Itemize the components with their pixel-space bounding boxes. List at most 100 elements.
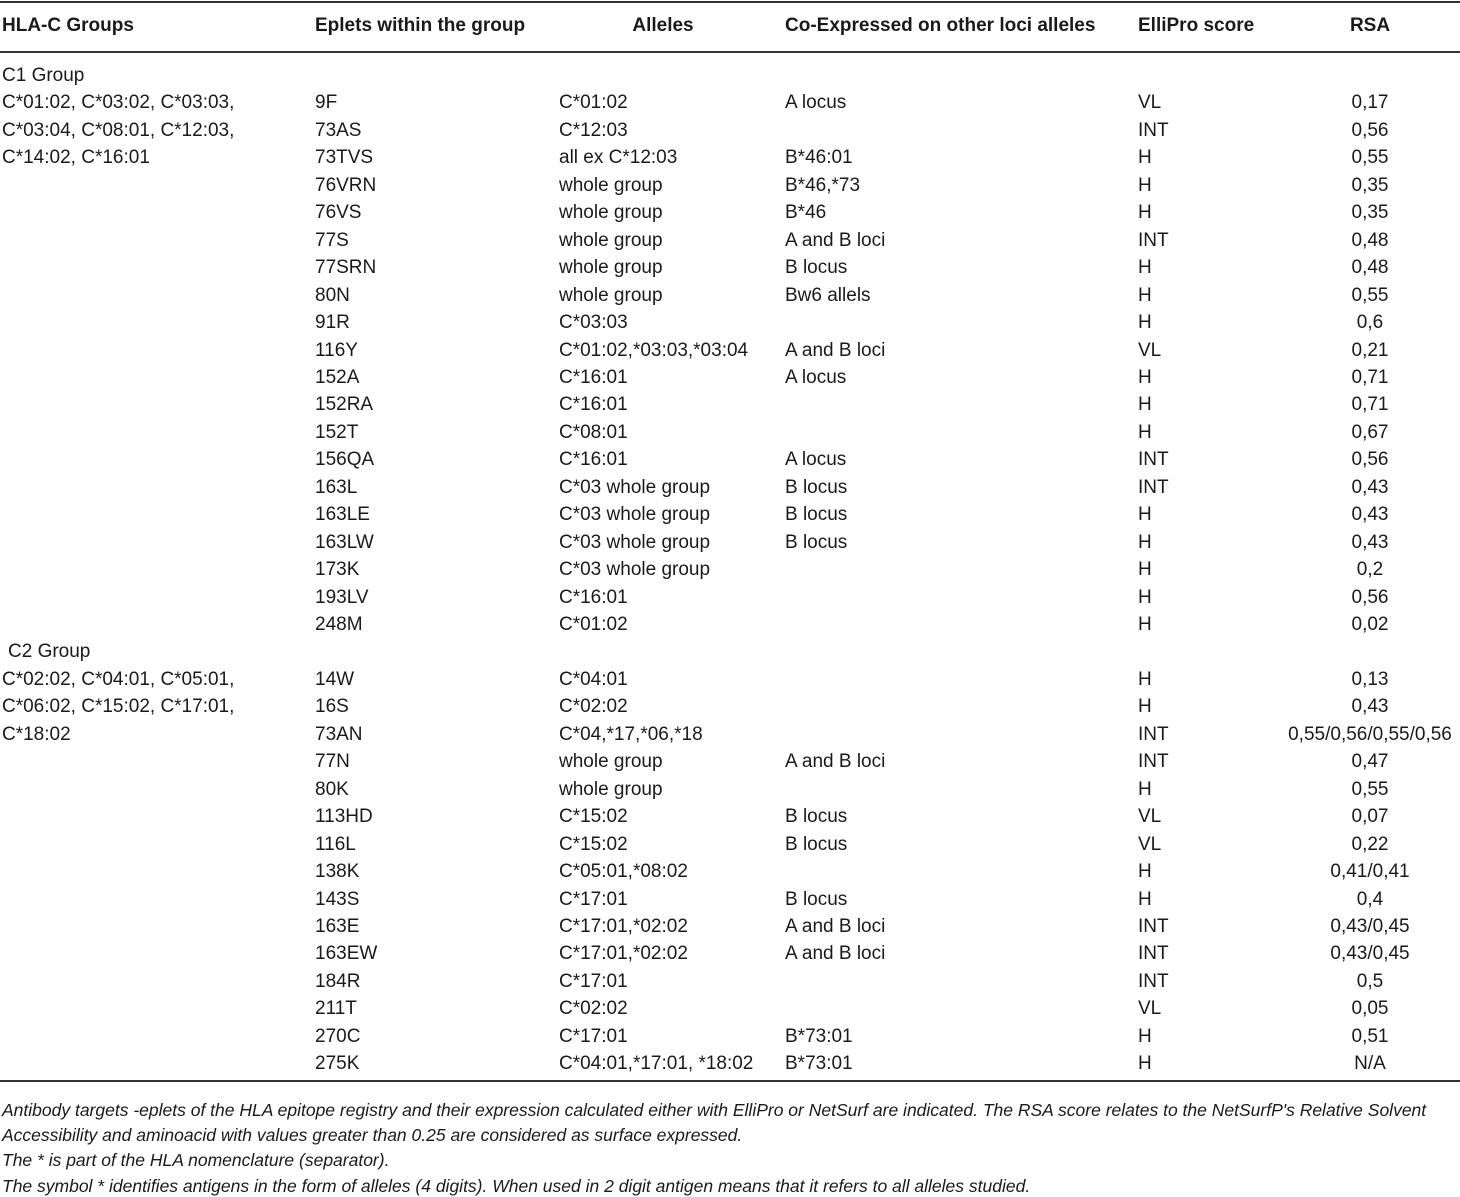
rsa: 0,71 xyxy=(1351,394,1389,416)
eplet: 16S xyxy=(315,696,349,718)
rsa: 0,13 xyxy=(1351,668,1389,690)
alleles: C*08:01 xyxy=(559,421,628,443)
rsa: 0,43/0,45 xyxy=(1330,943,1410,965)
alleles: all ex C*12:03 xyxy=(559,147,678,169)
group-alleles: C*03:04, C*08:01, C*12:03, xyxy=(2,119,235,141)
eplet: 163EW xyxy=(315,943,378,965)
ellipro-score: H xyxy=(1138,394,1152,416)
ellipro-score: VL xyxy=(1138,92,1162,114)
co-expressed: A and B loci xyxy=(785,943,886,965)
eplet: 152A xyxy=(315,366,360,388)
ellipro-score: H xyxy=(1138,257,1152,279)
alleles: whole group xyxy=(559,284,663,306)
ellipro-score: INT xyxy=(1138,723,1169,745)
co-expressed: B locus xyxy=(785,531,848,553)
co-expressed: B locus xyxy=(785,476,848,498)
rsa: 0,55/0,56/0,55/0,56 xyxy=(1288,723,1452,745)
ellipro-score: H xyxy=(1138,1053,1152,1075)
eplet: 80K xyxy=(315,778,349,800)
co-expressed: B locus xyxy=(785,833,848,855)
rsa: 0,43 xyxy=(1351,504,1389,526)
co-expressed: B locus xyxy=(785,257,848,279)
eplet: 9F xyxy=(315,92,338,114)
alleles: C*01:02,*03:03,*03:04 xyxy=(559,339,749,361)
alleles: C*16:01 xyxy=(559,586,628,608)
eplet: 76VRN xyxy=(315,174,377,196)
eplet: 163L xyxy=(315,476,358,498)
eplet: 138K xyxy=(315,861,360,883)
group-alleles: C*14:02, C*16:01 xyxy=(2,147,150,169)
ellipro-score: INT xyxy=(1138,449,1169,471)
ellipro-score: H xyxy=(1138,147,1152,169)
rsa: 0,56 xyxy=(1351,119,1389,141)
rsa: 0,43 xyxy=(1351,531,1389,553)
rsa: 0,22 xyxy=(1351,833,1389,855)
alleles: whole group xyxy=(559,202,663,224)
eplet: 156QA xyxy=(315,449,375,471)
eplet: 163E xyxy=(315,915,360,937)
eplet: 248M xyxy=(315,614,363,635)
eplet: 193LV xyxy=(315,586,369,608)
eplet: 116L xyxy=(315,833,356,855)
rsa: 0,2 xyxy=(1356,559,1384,581)
rsa: 0,51 xyxy=(1351,1025,1389,1047)
co-expressed: B*73:01 xyxy=(785,1025,853,1047)
group-label: C1 Group xyxy=(2,65,85,86)
co-expressed: B locus xyxy=(785,888,848,910)
eplet: 152RA xyxy=(315,394,374,416)
co-expressed: B*46 xyxy=(785,202,827,224)
ellipro-score: H xyxy=(1138,778,1152,800)
alleles: C*17:01 xyxy=(559,970,628,992)
rsa: 0,55 xyxy=(1351,147,1389,169)
co-expressed: A and B loci xyxy=(785,751,886,773)
eplet: 73AS xyxy=(315,119,362,141)
group-alleles: C*06:02, C*15:02, C*17:01, xyxy=(2,696,235,718)
alleles: C*02:02 xyxy=(559,696,628,718)
rsa: 0,48 xyxy=(1351,257,1389,279)
rsa: 0,43/0,45 xyxy=(1330,915,1410,937)
rsa: 0,67 xyxy=(1351,421,1389,443)
alleles: C*03 whole group xyxy=(559,476,711,498)
bottom-rule xyxy=(0,1080,1460,1082)
alleles: C*03 whole group xyxy=(559,531,711,553)
alleles: C*04,*17,*06,*18 xyxy=(559,723,703,745)
alleles: C*17:01,*02:02 xyxy=(559,915,688,937)
rsa: 0,35 xyxy=(1351,202,1389,224)
group-alleles: C*02:02, C*04:01, C*05:01, xyxy=(2,668,235,690)
rsa: 0,41/0,41 xyxy=(1330,861,1410,883)
group-alleles: C*01:02, C*03:02, C*03:03, xyxy=(2,92,235,114)
eplet: 77S xyxy=(315,229,349,251)
alleles: C*02:02 xyxy=(559,998,628,1020)
rsa: 0,5 xyxy=(1356,970,1384,992)
alleles: whole group xyxy=(559,174,663,196)
eplet: 163LE xyxy=(315,504,370,526)
ellipro-score: INT xyxy=(1138,229,1169,251)
column-header: HLA-C Groups xyxy=(2,15,134,36)
rsa: 0,56 xyxy=(1351,449,1389,471)
column-header: Eplets within the group xyxy=(315,15,526,36)
eplet: 270C xyxy=(315,1025,361,1047)
eplet: 14W xyxy=(315,668,355,690)
header-rule xyxy=(0,51,1460,53)
eplet: 113HD xyxy=(315,806,373,828)
rsa: 0,55 xyxy=(1351,778,1389,800)
eplet: 143S xyxy=(315,888,360,910)
co-expressed: A and B loci xyxy=(785,339,886,361)
alleles: C*04:01,*17:01, *18:02 xyxy=(559,1053,754,1075)
alleles: C*17:01 xyxy=(559,888,628,910)
eplet: 73TVS xyxy=(315,147,374,169)
rsa: 0,48 xyxy=(1351,229,1389,251)
rsa: 0,4 xyxy=(1356,888,1384,910)
co-expressed: B*46,*73 xyxy=(785,174,861,196)
alleles: C*03:03 xyxy=(559,312,628,334)
ellipro-score: H xyxy=(1138,559,1152,581)
eplet: 91R xyxy=(315,312,350,334)
eplet: 80N xyxy=(315,284,350,306)
alleles: whole group xyxy=(559,229,663,251)
rsa: 0,21 xyxy=(1351,339,1389,361)
ellipro-score: INT xyxy=(1138,970,1169,992)
rsa: 0,71 xyxy=(1351,366,1389,388)
alleles: C*01:02 xyxy=(559,614,628,635)
rsa: 0,56 xyxy=(1351,586,1389,608)
